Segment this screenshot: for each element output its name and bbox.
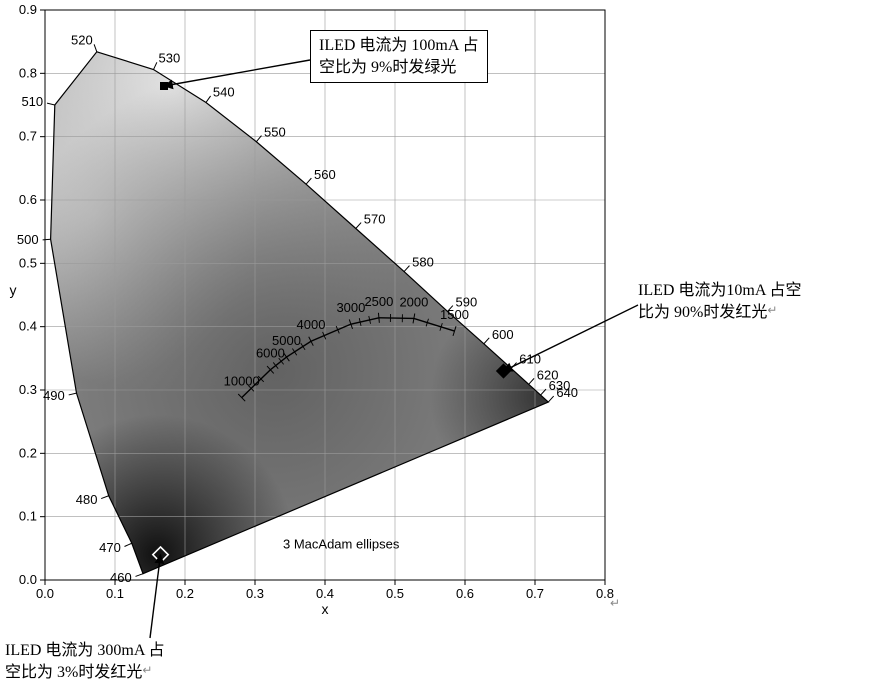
wavelength-tick (306, 178, 311, 184)
cursor-glyph: ↵ (767, 302, 777, 318)
x-tick-label: 0.7 (526, 586, 544, 601)
ann-green-arrow (164, 60, 310, 86)
cursor-glyph: ↵ (610, 596, 620, 610)
ann-red90-arrow (504, 305, 639, 371)
wavelength-label: 570 (364, 212, 386, 227)
x-tick-label: 0.2 (176, 586, 194, 601)
annotation-red90-line1: ILED 电流为10mA 占空 (638, 282, 802, 299)
annotation-red90-line2: 比为 90%时发红光 (638, 304, 767, 321)
wavelength-label: 510 (21, 94, 43, 109)
wavelength-tick (404, 266, 409, 272)
cct-label: 1500 (440, 307, 469, 322)
y-tick-label: 0.2 (19, 445, 37, 460)
annotation-green-line2: 空比为 9%时发绿光 (319, 59, 456, 76)
annotation-blue-line1: ILED 电流为 300mA 占 (5, 642, 165, 659)
y-tick-label: 0.7 (19, 129, 37, 144)
wavelength-tick (135, 574, 143, 577)
cct-label: 10000 (224, 374, 260, 389)
wavelength-tick (548, 396, 553, 402)
wavelength-tick (484, 338, 489, 344)
wavelength-label: 470 (99, 540, 121, 555)
x-tick-label: 0.4 (316, 586, 334, 601)
wavelength-label: 600 (492, 327, 514, 342)
annotation-blue-line2: 空比为 3%时发红光 (5, 664, 142, 681)
annotation-green-led: ILED 电流为 100mA 占 空比为 9%时发绿光 (310, 30, 488, 83)
y-tick-label: 0.1 (19, 509, 37, 524)
x-axis-label: x (322, 601, 329, 617)
cct-label: 2000 (399, 294, 428, 309)
wavelength-tick (124, 543, 131, 546)
y-tick-label: 0.6 (19, 192, 37, 207)
wavelength-label: 550 (264, 124, 286, 139)
wavelength-tick (47, 103, 55, 105)
x-tick-label: 0.1 (106, 586, 124, 601)
annotation-red-led-90: ILED 电流为10mA 占空 比为 90%时发红光 ↵ (638, 280, 802, 323)
x-tick-label: 0.5 (386, 586, 404, 601)
wavelength-label: 640 (556, 385, 578, 400)
cct-label: 4000 (297, 317, 326, 332)
x-tick-label: 0.0 (36, 586, 54, 601)
figure-root: { "canvas": { "width": 880, "height": 69… (0, 0, 880, 695)
wavelength-tick (94, 44, 97, 52)
wavelength-tick (154, 62, 157, 69)
gamut-fill-layer (51, 52, 549, 574)
y-tick-label: 0.5 (19, 255, 37, 270)
wavelength-tick (43, 239, 51, 240)
wavelength-tick (69, 393, 77, 395)
wavelength-label: 490 (43, 388, 65, 403)
wavelength-label: 480 (76, 492, 98, 507)
y-tick-label: 0.0 (19, 572, 37, 587)
cct-label: 3000 (336, 300, 365, 315)
wavelength-tick (101, 496, 109, 499)
wavelength-tick (206, 96, 211, 103)
x-tick-label: 0.3 (246, 586, 264, 601)
wavelength-label: 520 (71, 33, 93, 48)
annotation-green-line1: ILED 电流为 100mA 占 (319, 37, 479, 54)
wavelength-label: 580 (412, 255, 434, 270)
cursor-glyph: ↵ (142, 662, 152, 678)
wavelength-label: 560 (314, 167, 336, 182)
cie-chromaticity-chart: 460 470 480 490 500 510 520 530 540 550 560 570 580 5… (0, 0, 880, 695)
cct-label: 2500 (364, 294, 393, 309)
y-tick-label: 0.8 (19, 65, 37, 80)
cct-label: 5000 (272, 333, 301, 348)
wavelength-label: 530 (159, 51, 181, 66)
x-tick-label: 0.6 (456, 586, 474, 601)
annotation-blue-led: ILED 电流为 300mA 占 空比为 3%时发红光 ↵ (5, 640, 165, 683)
wavelength-label: 500 (17, 232, 39, 247)
y-tick-label: 0.9 (19, 2, 37, 17)
wavelength-tick (356, 223, 361, 229)
y-axis-label: y (10, 282, 17, 298)
macadam-label: 3 MacAdam ellipses (283, 536, 400, 551)
y-tick-label: 0.4 (19, 319, 37, 334)
y-tick-label: 0.3 (19, 382, 37, 397)
wavelength-label: 540 (213, 85, 235, 100)
wavelength-label: 460 (110, 570, 132, 585)
wavelength-tick (529, 378, 534, 384)
